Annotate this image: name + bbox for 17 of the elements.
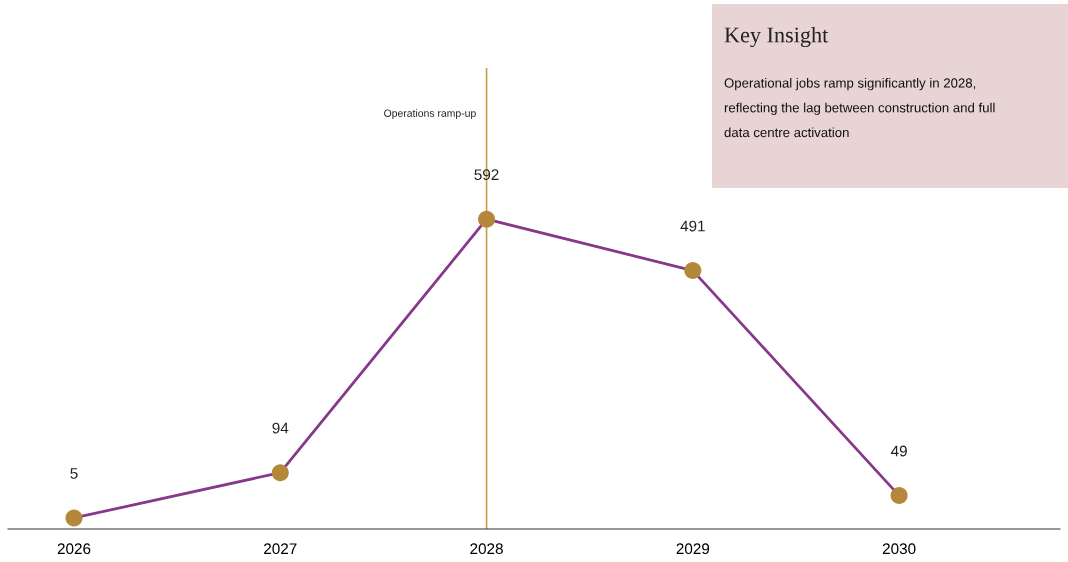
point: [890, 487, 908, 505]
x-tick-label: 2029: [676, 543, 710, 555]
data-label: 5: [70, 468, 78, 479]
x-tick-label: 2027: [264, 543, 297, 555]
text: Key Insight: [724, 26, 829, 48]
point: [271, 464, 289, 482]
data-label: 94: [272, 422, 289, 434]
x-tick-label: 2030: [882, 543, 916, 555]
ref-line-label: Operations ramp-up: [384, 109, 476, 119]
point: [684, 262, 702, 280]
point: [65, 509, 83, 527]
data-label: 491: [680, 220, 705, 232]
x-tick-label: 2028: [470, 543, 503, 555]
x-tick-label: 2026: [57, 543, 91, 555]
text: Operational jobs ramp significantly in 2028, reflecting the lag between construction and full data centre activation: [724, 78, 995, 138]
data-label: 49: [890, 445, 907, 457]
point: [478, 210, 496, 228]
